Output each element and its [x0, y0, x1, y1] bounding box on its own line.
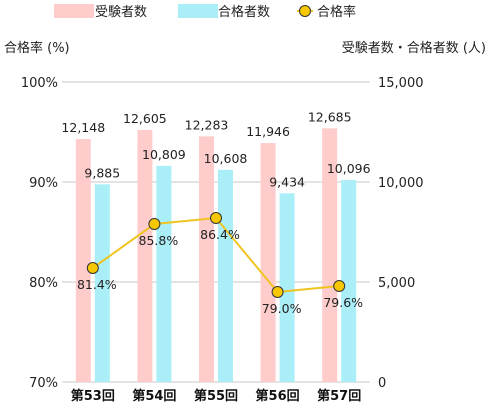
bar-label-passers-3: 9,434 [269, 174, 305, 189]
legend-label-2: 合格率 [317, 4, 356, 20]
category-label-2: 第55回 [194, 388, 238, 404]
bar-passers-4 [341, 180, 357, 382]
right-tick-label-3: 15,000 [378, 76, 424, 91]
left-tick-label-0: 70% [29, 376, 58, 391]
rate-marker-0 [86, 262, 99, 274]
category-label-3: 第56回 [256, 388, 300, 404]
bar-applicants-1 [137, 129, 153, 382]
legend-swatch-marker-2 [299, 5, 311, 17]
bar-passers-2 [218, 169, 233, 382]
left-axis-ticks: 70% 80% 90% 100% [21, 76, 58, 391]
category-label-1: 第54回 [132, 388, 176, 404]
legend-label-1: 合格者数 [218, 4, 270, 20]
rate-marker-1 [148, 218, 161, 230]
rate-marker-3 [271, 286, 284, 298]
category-labels: 第53回 第54回 第55回 第56回 第57回 [71, 388, 361, 404]
bar-label-passers-2: 10,608 [204, 151, 248, 166]
category-label-4: 第57回 [317, 388, 361, 404]
bar-applicants-0 [75, 139, 91, 382]
rate-line-group [86, 212, 346, 298]
legend-label-0: 受験者数 [95, 5, 147, 20]
left-tick-label-3: 100% [21, 76, 58, 91]
legend-swatch-1 [178, 4, 218, 18]
bar-labels: 12,148 9,885 12,605 10,809 12,283 10,608 11,94… [61, 109, 370, 189]
bar-label-passers-0: 9,885 [84, 165, 120, 180]
rate-label-1: 85.8% [139, 233, 179, 248]
legend-swatch-0 [54, 4, 94, 18]
legend: 受験者数 合格者数 合格率 [54, 4, 356, 20]
rate-label-3: 79.0% [262, 301, 302, 316]
bar-passers-1 [156, 165, 172, 382]
right-axis-title: 受験者数・合格者数 (人) [342, 40, 486, 56]
rate-labels: 81.4% 85.8% 86.4% 79.0% 79.6% [77, 227, 363, 316]
bar-applicants-3 [260, 143, 276, 382]
right-axis-ticks: 0 5,000 10,000 15,000 [378, 76, 424, 391]
bar-passers-0 [94, 184, 110, 382]
right-tick-label-1: 5,000 [378, 276, 415, 291]
rate-marker-2 [210, 212, 222, 224]
bar-label-applicants-4: 12,685 [308, 109, 352, 124]
category-label-0: 第53回 [71, 388, 115, 404]
rate-marker-4 [333, 280, 346, 292]
bar-label-applicants-3: 11,946 [246, 124, 290, 139]
left-axis-title: 合格率 (%) [4, 40, 70, 56]
right-tick-label-0: 0 [378, 376, 386, 391]
left-tick-label-1: 80% [29, 276, 58, 291]
rate-label-4: 79.6% [323, 295, 363, 310]
right-tick-label-2: 10,000 [378, 176, 424, 191]
rate-label-0: 81.4% [77, 277, 117, 292]
bar-applicants-4 [322, 128, 338, 382]
left-tick-label-2: 90% [29, 176, 58, 191]
gridlines [62, 81, 370, 383]
bar-group [75, 128, 357, 382]
bar-label-applicants-0: 12,148 [61, 120, 105, 135]
bar-label-applicants-1: 12,605 [123, 111, 167, 126]
bar-passers-3 [279, 193, 295, 382]
bar-label-passers-1: 10,809 [142, 147, 186, 162]
bar-label-passers-4: 10,096 [327, 161, 371, 176]
rate-label-2: 86.4% [200, 227, 240, 242]
bar-label-applicants-2: 12,283 [185, 117, 229, 132]
bar-applicants-2 [199, 136, 214, 382]
